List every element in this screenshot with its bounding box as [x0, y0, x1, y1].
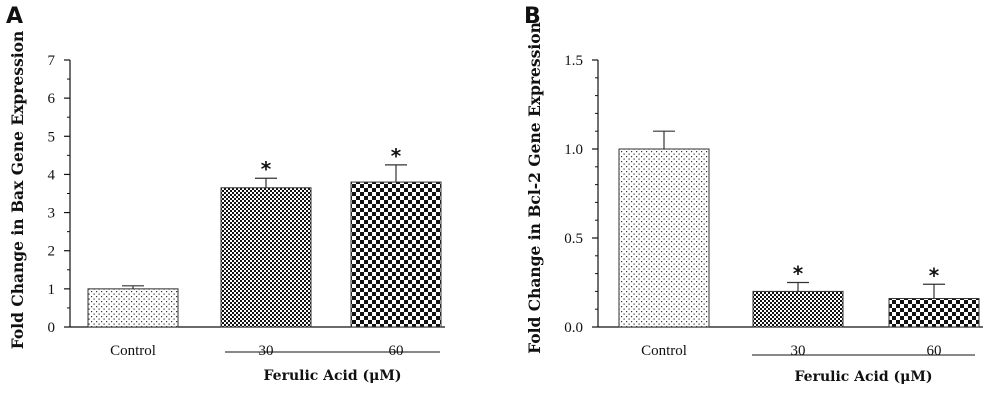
x-tick-label: Control	[641, 343, 687, 359]
significance-star: *	[261, 157, 272, 181]
bar-60	[350, 181, 442, 328]
bar-60	[888, 298, 980, 328]
y-axis-label-b: Fold Change in Bcl-2 Gene Expression	[525, 22, 544, 354]
x-tick-label: Control	[110, 343, 156, 359]
panel-letter-a: A	[6, 4, 23, 29]
y-tick-label: 0.0	[564, 320, 583, 336]
bar-control	[618, 148, 710, 328]
bars-b: * *	[618, 130, 980, 328]
y-tick-label: 2	[48, 244, 56, 260]
y-tick-label: 0	[48, 320, 56, 336]
x-tick-label: 30	[259, 343, 274, 359]
y-tick-label: 6	[48, 91, 56, 107]
bars-a: **	[87, 144, 442, 328]
panel-letter-b: B	[524, 4, 541, 29]
x-tick-label: 60	[389, 343, 404, 359]
group-label-b: Ferulic Acid (μM)	[794, 369, 932, 385]
group-label-a: Ferulic Acid (μM)	[263, 368, 401, 384]
bar-30	[752, 290, 844, 328]
bar-30	[220, 187, 312, 328]
significance-star: *	[793, 262, 804, 286]
y-ticks-b: 0.0 0.5 1.0 1.5	[564, 53, 598, 336]
y-tick-label: 7	[48, 53, 56, 69]
y-tick-label: 4	[48, 167, 56, 183]
x-tick-label: 30	[791, 343, 806, 359]
x-tick-labels-a: Control 30 60	[110, 343, 403, 359]
y-ticks-a: 0 1 2 3 4 5 6 7	[48, 53, 70, 336]
x-tick-labels-b: Control 30 60	[641, 343, 941, 359]
y-tick-label: 1.5	[564, 53, 583, 69]
significance-star: *	[391, 144, 402, 168]
y-tick-label: 5	[48, 129, 56, 145]
x-tick-label: 60	[927, 343, 942, 359]
y-tick-label: 1.0	[564, 142, 583, 158]
y-axis-label-a: Fold Change in Bax Gene Expression	[8, 31, 27, 349]
bar-control	[87, 288, 179, 328]
chart-panel-b: B Fold Change in Bcl-2 Gene Expression 0…	[524, 4, 983, 385]
y-tick-label: 1	[48, 282, 56, 298]
y-tick-label: 0.5	[564, 231, 583, 247]
chart-panel-a: A Fold Change in Bax Gene Expression 0 1 2…	[6, 4, 445, 384]
significance-star: *	[929, 263, 940, 287]
y-tick-label: 3	[48, 206, 56, 222]
